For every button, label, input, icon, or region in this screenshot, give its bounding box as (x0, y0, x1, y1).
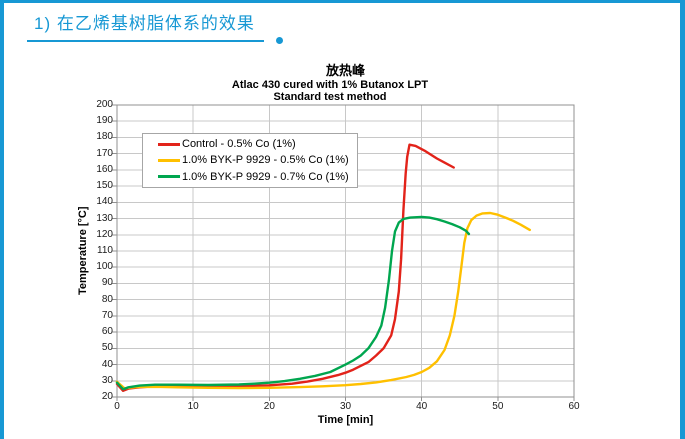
y-tick-label: 200 (96, 99, 113, 110)
y-tick-label: 70 (101, 309, 113, 321)
x-tick-label: 30 (339, 401, 352, 412)
legend-label: 1.0% BYK-P 9929 - 0.7% Co (1%) (182, 170, 349, 183)
y-tick-label: 50 (101, 342, 113, 354)
y-tick-label: 120 (96, 228, 113, 240)
y-tick-label: 170 (96, 147, 113, 159)
x-tick-label: 50 (492, 401, 504, 412)
slide-border-left (0, 0, 4, 439)
legend-label: Control - 0.5% Co (1%) (182, 138, 296, 151)
x-tick-label: 0 (114, 401, 120, 412)
y-tick-label: 30 (101, 374, 113, 386)
series-line (115, 215, 471, 391)
legend-line-swatch (158, 175, 180, 179)
x-tick-label: 60 (568, 401, 580, 412)
header-dot (276, 37, 283, 44)
y-tick-label: 180 (96, 131, 113, 143)
page-title: 1) 在乙烯基树脂体系的效果 (34, 14, 255, 33)
chart-subtitle-line1: Atlac 430 cured with 1% Butanox LPT (231, 79, 429, 91)
slide-border-top (0, 0, 685, 3)
y-tick-label: 150 (96, 180, 113, 192)
legend-line-swatch (158, 158, 180, 162)
header-underline (27, 40, 264, 42)
y-tick-label: 60 (101, 326, 113, 338)
legend-label: 1.0% BYK-P 9929 - 0.5% Co (1%) (182, 154, 349, 167)
chart-legend: Control - 0.5% Co (1%) 1.0% BYK-P 9929 - … (142, 133, 358, 188)
y-tick-label: 80 (101, 293, 113, 305)
y-tick-label: 20 (101, 391, 113, 402)
y-tick-label: 40 (101, 358, 113, 370)
series-line (115, 211, 531, 390)
x-tick-label: 40 (416, 401, 428, 412)
y-tick-label: 130 (96, 212, 113, 224)
x-tick-label: 10 (187, 401, 199, 412)
y-tick-label: 160 (96, 163, 113, 175)
x-tick-label: 20 (263, 401, 275, 412)
legend-line-swatch (158, 142, 180, 146)
legend-item: 1.0% BYK-P 9929 - 0.7% Co (1%) (158, 171, 355, 183)
y-tick-label: 140 (96, 196, 113, 208)
y-tick-label: 190 (96, 115, 113, 127)
legend-item: Control - 0.5% Co (1%) (158, 138, 355, 150)
y-tick-label: 90 (101, 277, 113, 289)
y-tick-label: 110 (97, 245, 113, 256)
y-tick-label: 100 (96, 261, 113, 273)
legend-item: 1.0% BYK-P 9929 - 0.5% Co (1%) (158, 154, 355, 166)
x-axis-title: Time [min] (317, 414, 374, 426)
chart-subtitle-line2: Standard test method (273, 91, 387, 103)
slide-border-right (680, 0, 685, 439)
plot-border (116, 104, 575, 398)
chart-title: 放热峰 (325, 63, 365, 78)
